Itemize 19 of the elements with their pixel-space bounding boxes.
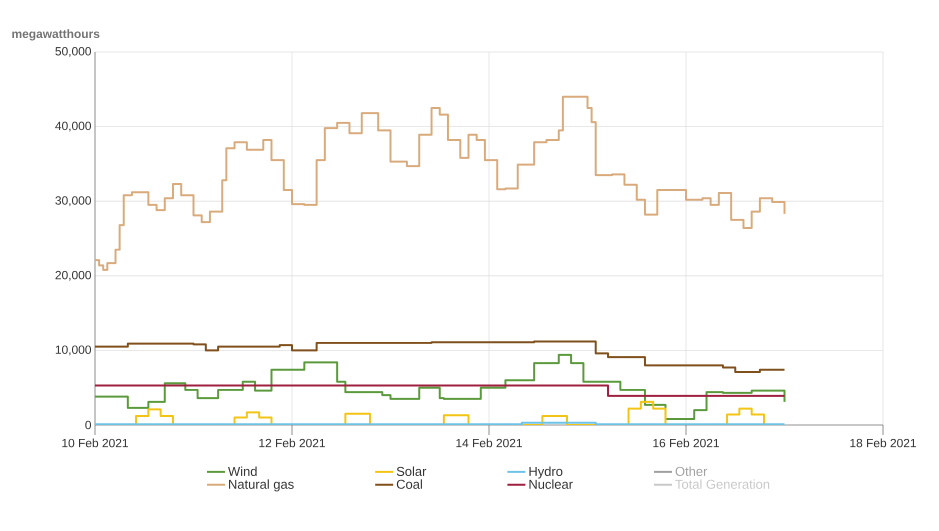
x-tick-label: 12 Feb 2021 bbox=[259, 438, 325, 448]
x-tick-label: 18 Feb 2021 bbox=[850, 438, 916, 448]
legend-label: Solar bbox=[396, 466, 426, 476]
y-tick-label: 50,000 bbox=[55, 47, 92, 57]
y-tick-label: 10,000 bbox=[56, 345, 92, 356]
legend-label: Nuclear bbox=[529, 479, 573, 489]
x-tick-label: 10 Feb 2021 bbox=[62, 438, 128, 448]
y-axis-title: megawatthours bbox=[12, 29, 100, 40]
y-tick-label: 20,000 bbox=[56, 270, 92, 281]
legend-label: Other bbox=[676, 466, 708, 476]
legend-label: Natural gas bbox=[229, 479, 294, 492]
legend-label: Hydro bbox=[529, 466, 562, 479]
legend-label: Coal bbox=[396, 479, 422, 489]
y-tick-label: 0 bbox=[85, 420, 92, 430]
x-tick-label: 14 Feb 2021 bbox=[456, 438, 522, 448]
legend-label: Wind bbox=[228, 466, 257, 476]
y-tick-label: 40,000 bbox=[55, 122, 92, 132]
y-tick-label: 30,000 bbox=[55, 196, 92, 206]
x-tick-label: 16 Feb 2021 bbox=[653, 438, 719, 448]
